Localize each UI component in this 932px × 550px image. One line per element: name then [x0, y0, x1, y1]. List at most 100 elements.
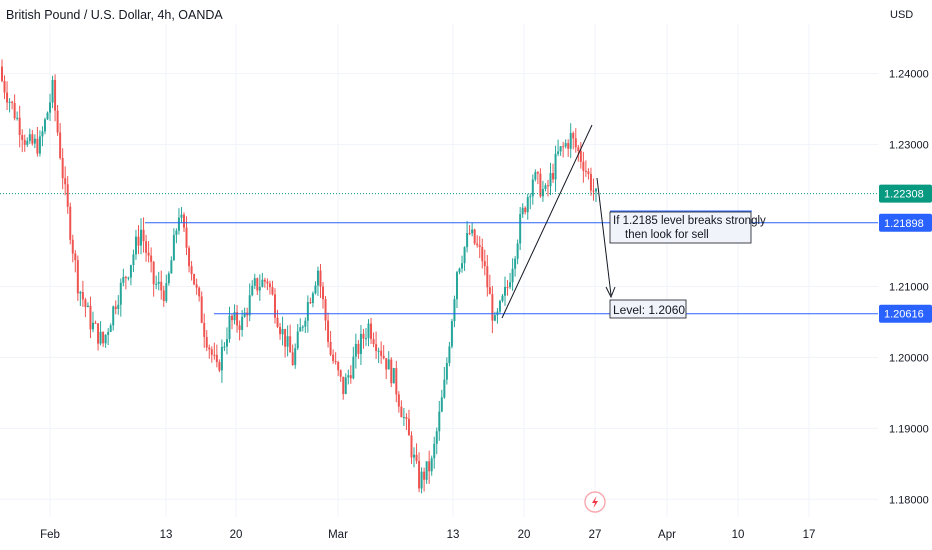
candle-body [28, 134, 31, 141]
candle-body [400, 406, 403, 418]
time-tick-label[interactable]: 20 [230, 529, 243, 541]
candle-body [147, 252, 150, 256]
time-tick-label[interactable]: 13 [447, 529, 460, 541]
candle-body [344, 377, 347, 394]
candle-body [248, 295, 251, 316]
candle-body [362, 333, 365, 339]
candle-body [526, 197, 529, 213]
candle-body [519, 214, 522, 244]
candle-body [76, 260, 79, 294]
candle-body [6, 92, 9, 103]
projection-arrowhead [605, 286, 616, 299]
candle-body [225, 339, 228, 347]
candle-body [281, 328, 284, 335]
flash-icon[interactable] [584, 491, 606, 513]
candle-body [514, 258, 517, 269]
candle-body [536, 172, 539, 174]
candle-body [241, 316, 244, 330]
price-tick-label: 1.18000 [889, 494, 929, 506]
candle-body [413, 454, 416, 458]
time-tick-label[interactable]: 20 [518, 529, 531, 541]
candle-body [188, 247, 191, 267]
candle-body [112, 306, 115, 326]
candle-body [448, 346, 451, 364]
candle-body [228, 315, 231, 340]
candle-body [445, 363, 448, 380]
candle-body [481, 246, 484, 262]
time-tick-label[interactable]: Mar [328, 529, 348, 541]
time-tick-label[interactable]: 27 [589, 529, 602, 541]
candle-body [200, 296, 203, 323]
candle-body [552, 173, 555, 180]
candle-body [46, 112, 49, 120]
candle-body [375, 344, 378, 351]
price-tick-label: 1.19000 [889, 423, 929, 435]
candle-body [324, 299, 327, 321]
candle-body [463, 247, 466, 264]
candle-body [342, 376, 345, 394]
candle-body [491, 294, 494, 321]
candle-body [347, 375, 350, 378]
candle-body [352, 356, 355, 379]
candle-body [377, 350, 380, 352]
candle-body [468, 233, 471, 235]
trendline[interactable] [501, 124, 593, 319]
candle-body [1, 66, 3, 81]
candle-body [294, 348, 297, 365]
current-price-badge[interactable] [879, 184, 932, 203]
annotation-box-sell[interactable] [609, 211, 752, 244]
candle-body [129, 265, 132, 278]
candle-body [387, 359, 390, 370]
candle-body [420, 471, 423, 489]
time-scale[interactable]: Feb 13 20 Mar 13 20 27 Apr 10 17 [40, 529, 815, 541]
time-tick-label[interactable]: 10 [732, 529, 745, 541]
candle-body [109, 325, 112, 332]
time-tick-label[interactable]: 17 [803, 529, 816, 541]
price-scale[interactable]: 1.24000 1.23000 1.21000 1.20000 1.19000 1.180… [879, 69, 932, 507]
candle-body [43, 119, 46, 132]
candle-body [435, 431, 438, 444]
candle-body [122, 276, 125, 283]
projection-arrow-line[interactable] [596, 177, 612, 296]
candle-body [102, 331, 105, 344]
candle-body [549, 173, 552, 187]
candle-body [372, 339, 375, 345]
candle-body [36, 138, 39, 154]
candle-body [357, 343, 360, 354]
candle-body [299, 327, 302, 332]
candle-body [59, 132, 62, 158]
candle-body [21, 135, 24, 140]
candle-body [544, 185, 547, 190]
candle-body [397, 394, 400, 407]
candle-body [311, 293, 314, 304]
trend-drawings[interactable]: If 1.2185 level breaks strongly then loo… [501, 124, 766, 319]
candle-body [359, 333, 362, 354]
level-price-text: 1.20616 [884, 309, 924, 321]
level-price-badge[interactable] [879, 304, 932, 323]
candle-body [231, 315, 234, 321]
candle-body [534, 172, 537, 180]
time-tick-label[interactable]: Apr [658, 529, 676, 541]
level-price-badge[interactable] [879, 213, 932, 232]
candle-body [152, 261, 155, 285]
candle-body [8, 101, 11, 103]
horizontal-levels[interactable] [0, 193, 878, 315]
candle-body [428, 461, 431, 472]
candle-body [407, 418, 410, 436]
candle-body [170, 260, 173, 274]
candle-body [453, 299, 456, 322]
candle-body [134, 236, 137, 255]
time-tick-label[interactable]: 13 [160, 529, 173, 541]
candle-body [584, 170, 587, 172]
price-tick-label: 1.24000 [889, 69, 929, 81]
time-tick-label[interactable]: Feb [40, 529, 60, 541]
candle-body [41, 131, 44, 137]
candle-body [279, 326, 282, 335]
candle-body [256, 278, 259, 291]
annotation-box-level[interactable] [609, 299, 687, 319]
candle-body [301, 326, 304, 328]
candle-body [423, 471, 426, 480]
candle-body [89, 305, 92, 330]
candle-body [567, 143, 570, 149]
